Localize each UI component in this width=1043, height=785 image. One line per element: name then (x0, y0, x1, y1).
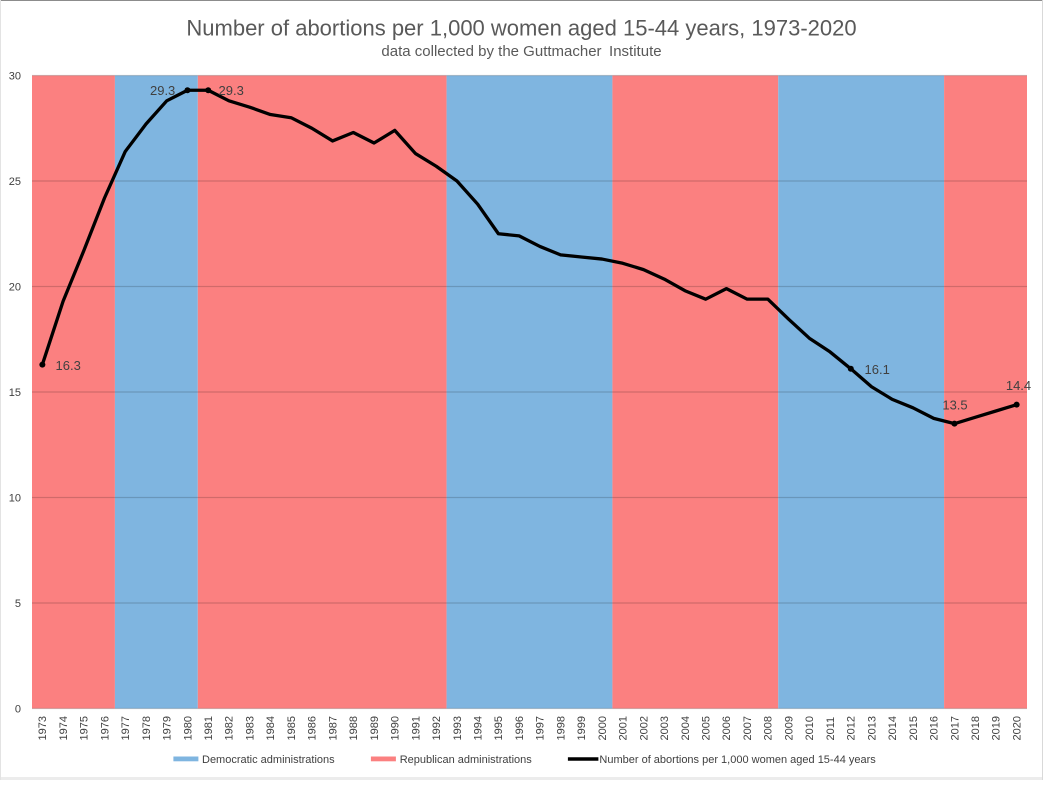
svg-text:29.3: 29.3 (150, 83, 175, 98)
svg-text:1978: 1978 (141, 716, 153, 740)
svg-text:16.3: 16.3 (56, 358, 81, 373)
svg-text:2008: 2008 (763, 716, 775, 740)
svg-text:1990: 1990 (390, 716, 402, 740)
svg-text:1976: 1976 (99, 716, 111, 740)
svg-text:1992: 1992 (431, 716, 443, 740)
svg-text:1987: 1987 (327, 716, 339, 740)
svg-text:20: 20 (9, 281, 21, 293)
svg-text:1988: 1988 (348, 716, 360, 740)
svg-text:1985: 1985 (286, 716, 298, 740)
svg-text:15: 15 (9, 387, 21, 399)
svg-text:Republican administrations: Republican administrations (400, 754, 533, 766)
svg-text:1994: 1994 (472, 716, 484, 740)
svg-text:0: 0 (15, 703, 21, 715)
svg-text:1973: 1973 (37, 716, 49, 740)
svg-text:1981: 1981 (203, 716, 215, 740)
svg-text:2017: 2017 (949, 716, 961, 740)
svg-text:2009: 2009 (783, 716, 795, 740)
svg-text:16.1: 16.1 (865, 362, 890, 377)
svg-text:2011: 2011 (825, 717, 837, 741)
svg-text:Democratic administrations: Democratic administrations (202, 754, 335, 766)
svg-text:1974: 1974 (58, 716, 70, 740)
svg-text:1989: 1989 (369, 716, 381, 740)
svg-text:13.5: 13.5 (942, 398, 967, 413)
svg-text:2012: 2012 (846, 716, 858, 740)
svg-text:2016: 2016 (929, 716, 941, 740)
svg-text:2001: 2001 (618, 716, 630, 740)
svg-text:2015: 2015 (908, 716, 920, 740)
svg-text:data collected by the Guttmach: data collected by the Guttmacher Institu… (381, 43, 661, 60)
svg-text:1980: 1980 (182, 716, 194, 740)
svg-text:1991: 1991 (410, 716, 422, 740)
svg-text:1999: 1999 (576, 716, 588, 740)
svg-text:1984: 1984 (265, 716, 277, 740)
svg-text:14.4: 14.4 (1006, 378, 1031, 393)
svg-text:1995: 1995 (493, 716, 505, 740)
svg-text:2004: 2004 (680, 716, 692, 740)
svg-text:1998: 1998 (555, 716, 567, 740)
svg-text:5: 5 (15, 598, 21, 610)
svg-text:29.3: 29.3 (219, 83, 244, 98)
svg-text:30: 30 (9, 70, 21, 82)
svg-text:1982: 1982 (224, 716, 236, 740)
svg-text:1997: 1997 (535, 716, 547, 740)
svg-text:2019: 2019 (991, 716, 1003, 740)
svg-text:2013: 2013 (866, 716, 878, 740)
svg-text:2002: 2002 (638, 716, 650, 740)
svg-text:25: 25 (9, 176, 21, 188)
svg-text:2003: 2003 (659, 716, 671, 740)
svg-text:1975: 1975 (79, 716, 91, 740)
svg-text:Number of abortions per 1,000: Number of abortions per 1,000 women aged… (599, 754, 876, 766)
svg-text:1983: 1983 (244, 716, 256, 740)
svg-text:2006: 2006 (721, 716, 733, 740)
svg-text:1977: 1977 (120, 716, 132, 740)
svg-text:2014: 2014 (887, 716, 899, 740)
svg-text:1993: 1993 (452, 716, 464, 740)
svg-text:1996: 1996 (514, 716, 526, 740)
svg-text:2020: 2020 (1011, 716, 1023, 740)
svg-text:1979: 1979 (162, 716, 174, 740)
svg-text:2007: 2007 (742, 716, 754, 740)
svg-text:2010: 2010 (804, 716, 816, 740)
svg-text:2005: 2005 (701, 716, 713, 740)
svg-text:2018: 2018 (970, 716, 982, 740)
svg-text:2000: 2000 (597, 716, 609, 740)
svg-text:1986: 1986 (307, 716, 319, 740)
svg-text:10: 10 (9, 492, 21, 504)
svg-text:Number of abortions per 1,000: Number of abortions per 1,000 women aged… (186, 16, 856, 41)
